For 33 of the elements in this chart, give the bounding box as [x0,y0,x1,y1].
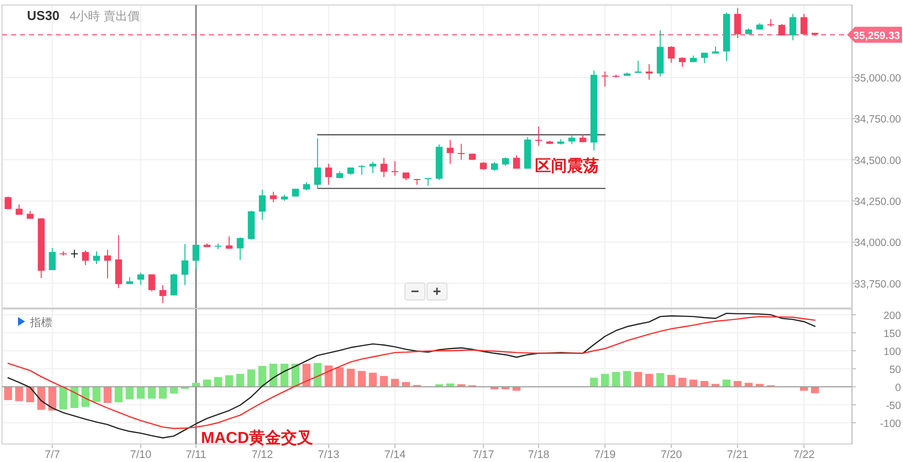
x-tick-label: 7/10 [130,449,152,461]
x-tick-label: 7/12 [252,449,274,461]
y-tick-label: 33,750.00 [854,278,902,290]
annotation: + [432,283,442,299]
x-tick-label: 7/18 [528,449,550,461]
annotation: MACD黄金交叉 [201,428,313,447]
chart-title: US30 [27,8,60,23]
y-tick-label: 34,750.00 [854,114,902,126]
y-tick-label: 34,250.00 [854,196,902,208]
y-tick-label: 100 [883,346,902,358]
x-tick-label: 7/17 [472,449,494,461]
y-tick-label: 34,000.00 [854,237,902,250]
chart-subtitle: 4小時 賣出價 [70,9,140,23]
x-tick-label: 7/20 [660,449,682,461]
x-tick-label: 7/19 [594,449,616,461]
text: 指標 [29,317,52,329]
x-tick-label: 7/13 [318,449,340,461]
x-tick-label: 7/21 [726,449,748,461]
x-tick-label: 7/14 [384,449,406,461]
y-tick-label: -100 [880,418,902,430]
y-tick-label: 150 [883,328,902,340]
y-tick-label: 34,500.00 [854,154,902,167]
ref-line-label: 35,259.33 [853,30,900,42]
annotation: 区间震荡 [535,157,599,175]
y-tick-label: 0 [895,382,902,394]
annotation: − [410,283,420,299]
y-tick-label: 50 [889,364,902,376]
x-tick-label: 7/7 [44,449,60,461]
y-tick-label: 200 [883,310,902,322]
x-tick-label: 7/11 [186,449,206,461]
x-tick-label: 7/22 [793,449,815,461]
y-tick-label: -50 [886,400,902,412]
y-tick-label: 35,000.00 [854,72,902,84]
